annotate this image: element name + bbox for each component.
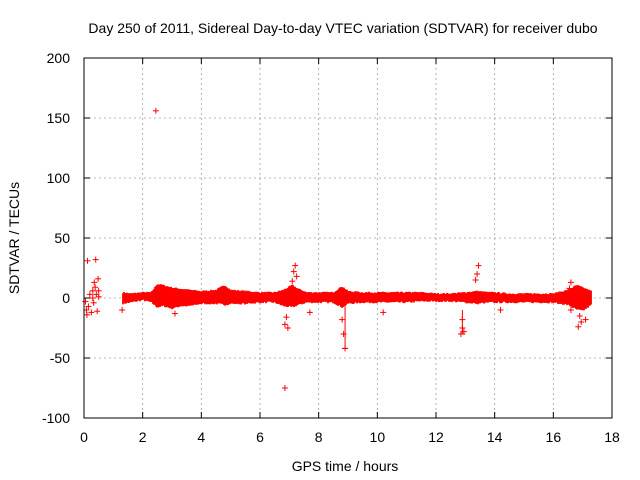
x-tick-label: 6 — [256, 429, 264, 445]
x-tick-label: 18 — [604, 429, 620, 445]
data-point — [290, 268, 297, 275]
error-bar — [342, 292, 349, 349]
data-point — [575, 323, 582, 330]
x-tick-label: 10 — [370, 429, 386, 445]
x-tick-label: 8 — [315, 429, 323, 445]
x-tick-label: 16 — [546, 429, 562, 445]
x-tick-label: 12 — [428, 429, 444, 445]
y-tick-label: -100 — [42, 410, 70, 426]
data-point — [84, 257, 91, 264]
y-axis-label: SDTVAR / TECUs — [6, 182, 22, 294]
x-axis-label: GPS time / hours — [292, 458, 399, 474]
data-point — [95, 293, 102, 300]
x-tick-label: 14 — [487, 429, 503, 445]
data-point — [567, 279, 574, 286]
data-point — [171, 310, 178, 317]
data-point — [90, 299, 97, 306]
data-point — [306, 309, 313, 316]
data-point — [152, 107, 159, 114]
data-point — [92, 284, 99, 291]
y-tick-labels: -100 -50 0 50 100 150 200 — [42, 50, 70, 426]
error-bar — [459, 310, 466, 335]
data-point — [88, 309, 95, 316]
data-point — [89, 287, 96, 294]
x-tick-label: 0 — [80, 429, 88, 445]
data-point — [119, 307, 126, 313]
data-point — [85, 303, 92, 310]
data-point — [497, 307, 504, 313]
data-point — [475, 262, 482, 269]
data-point — [585, 301, 592, 307]
x-tick-label: 4 — [197, 429, 205, 445]
chart-title: Day 250 of 2011, Sidereal Day-to-day VTE… — [88, 20, 597, 36]
y-tick-label: 0 — [62, 290, 70, 306]
data-point — [94, 308, 101, 315]
data-point — [91, 279, 98, 286]
x-tick-labels: 0 2 4 6 8 10 12 14 16 18 — [80, 429, 620, 445]
x-tick-label: 2 — [139, 429, 147, 445]
data-point — [82, 298, 89, 305]
data-point — [92, 256, 99, 263]
data-point — [283, 314, 290, 321]
data-point — [578, 319, 585, 325]
grid-lines — [84, 58, 612, 418]
y-tick-label: 50 — [54, 230, 70, 246]
y-tick-label: -50 — [50, 350, 70, 366]
data-point — [95, 287, 102, 294]
data-point — [284, 325, 291, 331]
data-point — [566, 285, 573, 292]
data-point — [289, 278, 296, 285]
data-point — [339, 316, 346, 323]
data-point — [292, 262, 299, 269]
data-point — [582, 316, 589, 323]
plot-frame — [83, 57, 613, 419]
data-point — [474, 271, 481, 277]
axis-ticks — [83, 57, 613, 419]
y-tick-label: 150 — [47, 110, 71, 126]
data-point — [340, 331, 347, 337]
data-point — [281, 385, 288, 391]
data-point — [95, 275, 102, 282]
data-point — [293, 273, 300, 280]
data-point — [576, 313, 583, 319]
data-point — [86, 291, 93, 298]
y-tick-label: 200 — [47, 50, 71, 66]
data-points — [82, 107, 592, 391]
data-point — [472, 277, 479, 283]
data-point — [89, 295, 96, 301]
data-point — [567, 307, 574, 313]
data-point — [83, 311, 90, 318]
y-tick-label: 100 — [47, 170, 71, 186]
data-point — [281, 321, 288, 328]
data-point — [380, 309, 387, 316]
